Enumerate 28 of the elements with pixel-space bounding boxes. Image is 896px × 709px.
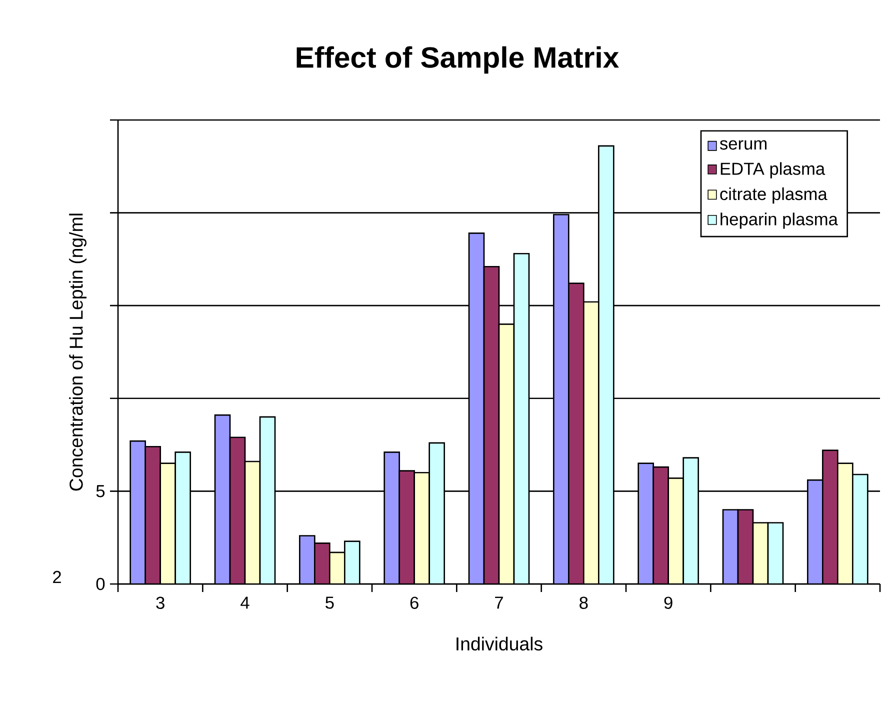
x-tick-label: 3 (156, 596, 164, 609)
x-tick-label: 6 (410, 596, 418, 609)
bar (229, 436, 246, 584)
y-tick-label: 0 (96, 578, 105, 590)
bar (722, 509, 739, 584)
x-tick-label: 5 (326, 596, 334, 609)
legend-label: citrate plasma (720, 187, 828, 204)
bar (513, 252, 530, 584)
bar (568, 282, 584, 584)
bar (468, 232, 485, 584)
bar (598, 145, 614, 584)
x-tick-label: 4 (240, 596, 250, 609)
bar (259, 416, 276, 584)
x-tick-label: 7 (495, 596, 503, 609)
y-axis-title: Concentration of Hu Leptin (ng/ml (69, 214, 86, 491)
bar (552, 214, 570, 584)
bar (737, 509, 754, 584)
bar (767, 522, 784, 584)
legend-label: heparin plasma (720, 212, 838, 229)
x-axis-title: Individuals (456, 636, 542, 651)
legend-label: serum (720, 140, 766, 150)
bar (483, 266, 500, 584)
x-tick-label: 9 (664, 596, 672, 609)
bar (214, 414, 231, 584)
chart-title: Effect of Sample Matrix (296, 46, 619, 74)
x-tick-label: 8 (580, 596, 588, 609)
legend-label: EDTA plasma (720, 162, 826, 178)
text: 2 (53, 570, 61, 584)
